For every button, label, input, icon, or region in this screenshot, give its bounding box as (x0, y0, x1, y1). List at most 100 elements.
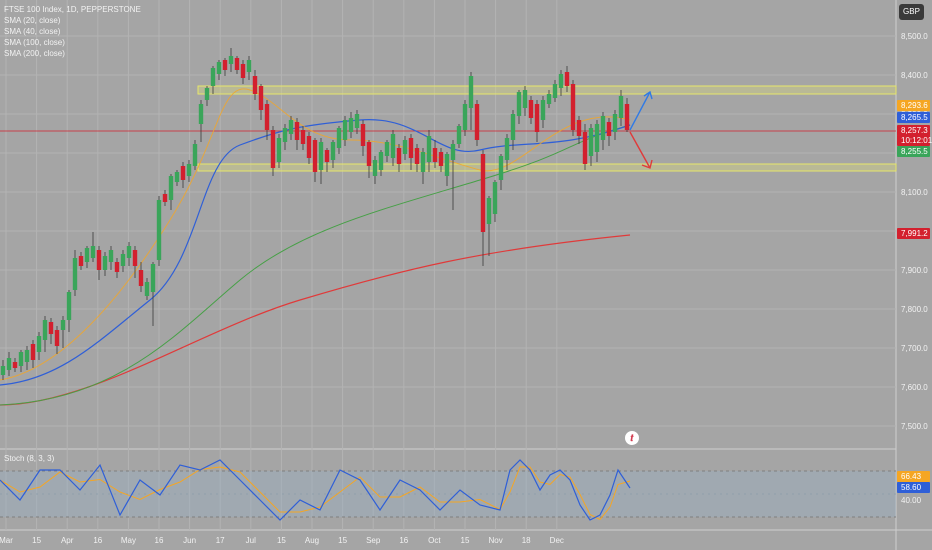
candle-body (156, 200, 162, 260)
candle-body (372, 160, 378, 176)
candle-body (408, 138, 414, 158)
candle-body (486, 198, 492, 224)
candle-body (6, 358, 12, 370)
candle-body (240, 64, 246, 78)
time-tick-label: Oct (428, 536, 441, 545)
candle-body (564, 72, 570, 86)
candle-body (84, 248, 90, 262)
candle-body (264, 104, 270, 130)
price-badge-label: 8,293.6 (901, 101, 928, 110)
candle-body (516, 92, 522, 116)
stoch-k-line (0, 459, 631, 521)
candle-body (222, 60, 228, 70)
candle-body (300, 130, 306, 144)
time-tick-label: 18 (522, 536, 531, 545)
candle-body (282, 128, 288, 142)
candle-body (180, 166, 186, 180)
candle-body (198, 104, 204, 124)
time-tick-label: May (121, 536, 136, 545)
candle-body (258, 86, 264, 110)
candle-body (480, 154, 486, 232)
price-tick-label: 7,900.0 (901, 266, 928, 275)
price-badge (897, 100, 930, 111)
time-tick-label: Mar (0, 536, 13, 545)
candle-body (150, 264, 156, 292)
candle-body (582, 132, 588, 164)
candle-body (612, 114, 618, 132)
candle-body (66, 292, 72, 320)
candle-body (558, 74, 564, 88)
candle-body (504, 138, 510, 160)
candle-body (324, 150, 330, 162)
price-badge-label: 8,257.3 (901, 126, 928, 135)
candle-body (192, 144, 198, 166)
time-tick-label: 15 (277, 536, 286, 545)
stoch-band (0, 471, 896, 517)
candle-body (534, 104, 540, 132)
candle-body (144, 282, 150, 296)
candle-body (36, 336, 42, 352)
price-badge (897, 228, 930, 239)
legend-symbol: FTSE 100 Index, 1D, PEPPERSTONE (4, 5, 141, 14)
candle-body (444, 154, 450, 176)
price-tick-label: 7,700.0 (901, 344, 928, 353)
legend-sma200: SMA (200, close) (4, 49, 65, 58)
price-tick-label: 8,400.0 (901, 71, 928, 80)
candle-body (606, 122, 612, 136)
resistance-zone (197, 85, 897, 95)
candle-body (468, 76, 474, 108)
price-badge-label: 10:12:01 (901, 136, 932, 145)
candle-body (276, 138, 282, 162)
candle-body (432, 148, 438, 162)
currency-button[interactable]: GBP (899, 4, 924, 20)
candle-body (540, 100, 546, 120)
time-tick-label: Aug (305, 536, 319, 545)
price-badge (897, 146, 930, 157)
stoch-legend: Stoch (8, 3, 3) (4, 454, 55, 463)
candle-body (594, 124, 600, 152)
bearish-arrow-head (641, 159, 653, 169)
candle-body (384, 142, 390, 156)
legend-sma100: SMA (100, close) (4, 38, 65, 47)
price-tick-label: 7,500.0 (901, 422, 928, 431)
candle-body (210, 68, 216, 86)
candle-body (228, 56, 234, 64)
candle-body (54, 330, 60, 346)
candle-body (492, 182, 498, 214)
candle-body (246, 60, 252, 72)
price-tick-label: 7,800.0 (901, 305, 928, 314)
candle-body (90, 246, 96, 258)
stoch-badge-label: 58.60 (901, 483, 922, 492)
bullish-arrow (629, 91, 651, 131)
sma40-line (0, 119, 631, 386)
sma100-line (0, 124, 631, 406)
candle-body (312, 140, 318, 172)
support-zone (197, 163, 897, 172)
candle-body (168, 176, 174, 200)
legend-sma40: SMA (40, close) (4, 27, 61, 36)
chart-legend: FTSE 100 Index, 1D, PEPPERSTONE SMA (20,… (4, 4, 141, 59)
candle-body (186, 164, 192, 176)
candle-body (42, 320, 48, 340)
candle-body (0, 366, 6, 375)
time-tick-label: 15 (461, 536, 470, 545)
candle-body (552, 84, 558, 98)
candle-body (348, 118, 354, 132)
candle-body (624, 104, 630, 130)
candle-body (330, 142, 336, 160)
candle-body (498, 156, 504, 180)
candle-body (78, 256, 84, 266)
candle-body (126, 246, 132, 258)
candle-body (522, 90, 528, 108)
stoch-badge (897, 482, 930, 493)
candle-body (204, 88, 210, 100)
price-badge-label: 8,265.5 (901, 113, 928, 122)
time-tick-label: 15 (32, 536, 41, 545)
candle-body (132, 250, 138, 266)
time-tick-label: 16 (399, 536, 408, 545)
candle-body (378, 152, 384, 170)
candle-body (414, 148, 420, 164)
time-tick-label: Dec (550, 536, 564, 545)
stoch-tick-label: 40.00 (901, 496, 922, 505)
